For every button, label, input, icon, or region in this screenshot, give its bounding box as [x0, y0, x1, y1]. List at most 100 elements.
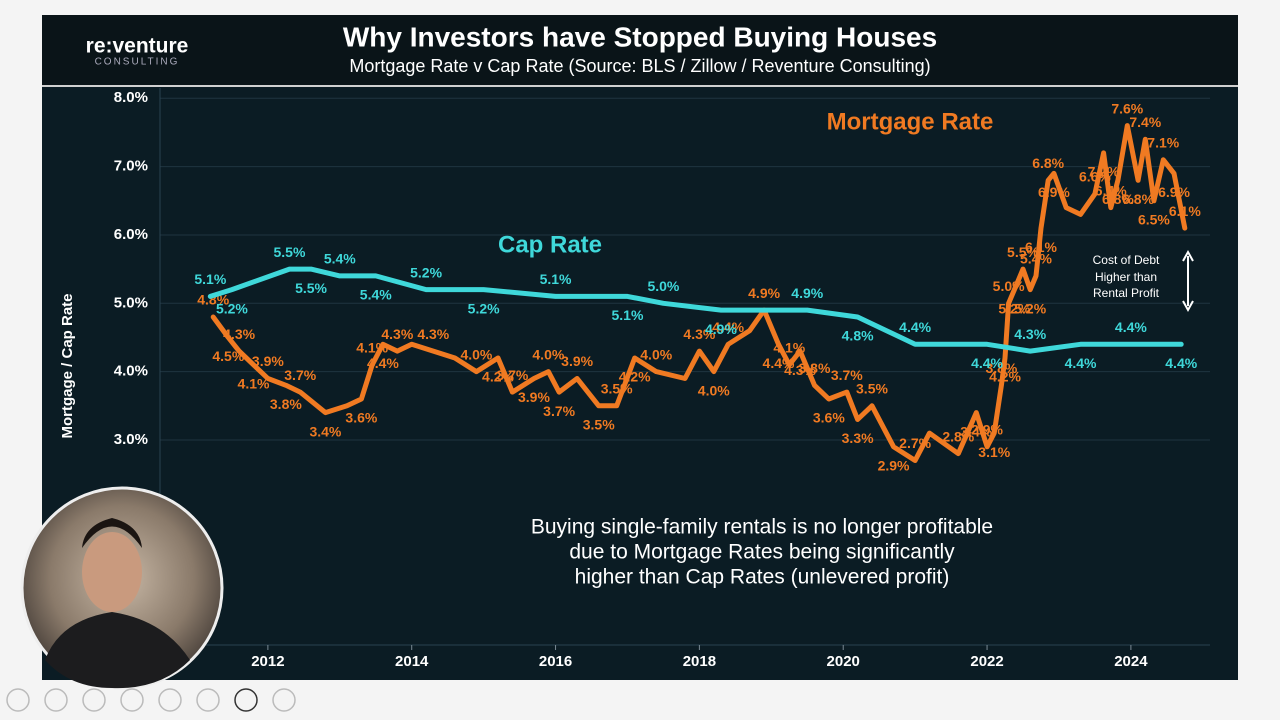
- x-tick-label: 2012: [251, 653, 284, 670]
- toolbar-subtitles[interactable]: [196, 688, 220, 712]
- data-label: 5.4%: [360, 287, 392, 303]
- data-label: 5.2%: [468, 300, 500, 316]
- slide-header: [42, 15, 1238, 85]
- series-name: Cap Rate: [498, 231, 602, 258]
- data-label: 4.0%: [640, 346, 672, 362]
- data-label: 4.1%: [773, 339, 805, 355]
- annotation-arrowheads: [1182, 249, 1194, 313]
- data-label: 4.4%: [712, 319, 744, 335]
- data-label: 6.8%: [1032, 155, 1064, 171]
- data-label: 3.9%: [561, 353, 593, 369]
- data-label: 3.9%: [518, 389, 550, 405]
- toolbar-zoom[interactable]: [158, 688, 182, 712]
- toolbar: [6, 688, 296, 712]
- footnote-line: due to Mortgage Rates being significantl…: [569, 541, 955, 564]
- data-label: 4.0%: [532, 346, 564, 362]
- footnote-line: Buying single-family rentals is no longe…: [531, 516, 993, 539]
- data-label: 4.2%: [989, 369, 1021, 385]
- data-label: 4.3%: [1014, 326, 1046, 342]
- data-label: 4.3%: [683, 326, 715, 342]
- data-label: 3.5%: [856, 381, 888, 397]
- data-label: 4.3%: [381, 326, 413, 342]
- data-label: 4.1%: [238, 375, 270, 391]
- data-label: 4.9%: [705, 321, 737, 337]
- data-label: 5.1%: [540, 271, 572, 287]
- data-label: 5.1%: [194, 271, 226, 287]
- series-name: Mortgage Rate: [827, 108, 994, 135]
- annotation-line: Cost of Debt: [1093, 253, 1160, 267]
- data-label: 4.0%: [460, 346, 492, 362]
- x-tick-label: 2018: [683, 653, 716, 670]
- data-label: 4.4%: [1165, 355, 1197, 371]
- data-label: 3.6%: [345, 410, 377, 426]
- annotation-line: Higher than: [1095, 270, 1157, 284]
- data-label: 4.3%: [417, 326, 449, 342]
- y-tick-label: 6.0%: [114, 226, 148, 243]
- data-label: 2.9%: [878, 458, 910, 474]
- data-label: 5.2%: [216, 300, 248, 316]
- data-label: 3.5%: [601, 381, 633, 397]
- data-label: 3.8%: [270, 396, 302, 412]
- data-label: 5.2%: [998, 300, 1030, 316]
- data-label: 6.6%: [1079, 169, 1111, 185]
- data-label: 3.6%: [813, 410, 845, 426]
- data-label: 7.2%: [1088, 164, 1120, 180]
- data-label: 4.8%: [842, 328, 874, 344]
- y-tick-label: 8.0%: [114, 89, 148, 106]
- data-label: 4.3%: [223, 326, 255, 342]
- data-label: 7.6%: [1111, 100, 1143, 116]
- chart-subtitle: Mortgage Rate v Cap Rate (Source: BLS / …: [349, 56, 930, 76]
- data-label: 4.4%: [1115, 319, 1147, 335]
- data-label: 4.9%: [748, 285, 780, 301]
- footnote-line: higher than Cap Rates (unlevered profit): [575, 566, 950, 589]
- data-label: 4.3%: [784, 362, 816, 378]
- toolbar-pen[interactable]: [82, 688, 106, 712]
- toolbar-camera[interactable]: [234, 688, 258, 712]
- data-label: 3.3%: [842, 430, 874, 446]
- data-label: 4.2%: [482, 369, 514, 385]
- data-label: 3.4%: [309, 423, 341, 439]
- data-label: 6.1%: [1169, 203, 1201, 219]
- toolbar-slides[interactable]: [120, 688, 144, 712]
- data-label: 3.9%: [252, 353, 284, 369]
- data-label: 3.7%: [284, 367, 316, 383]
- data-label: 5.0%: [993, 278, 1025, 294]
- data-label: 5.4%: [1020, 251, 1052, 267]
- toolbar-forward[interactable]: [44, 688, 68, 712]
- data-label: 3.7%: [831, 367, 863, 383]
- data-label: 7.4%: [1129, 114, 1161, 130]
- data-label: 3.1%: [978, 444, 1010, 460]
- webcam-shirt: [45, 612, 190, 689]
- data-label: 5.2%: [1014, 300, 1046, 316]
- x-tick-label: 2022: [970, 653, 1003, 670]
- x-tick-label: 2020: [827, 653, 860, 670]
- data-label: 5.5%: [295, 280, 327, 296]
- data-label: 4.4%: [1065, 355, 1097, 371]
- y-axis-label: Mortgage / Cap Rate: [59, 293, 76, 438]
- data-label: 6.8%: [1102, 191, 1134, 207]
- series-line: [210, 123, 1188, 463]
- data-label: 3.7%: [543, 403, 575, 419]
- data-label: 3.8%: [985, 360, 1017, 376]
- toolbar-more[interactable]: [272, 688, 296, 712]
- data-label: 6.9%: [1038, 184, 1070, 200]
- chart-title: Why Investors have Stopped Buying Houses: [343, 21, 937, 52]
- annotation: Cost of Debt Higher than Rental Profit: [1093, 249, 1194, 313]
- data-label: 4.4%: [763, 355, 795, 371]
- data-label: 4.4%: [971, 355, 1003, 371]
- data-label: 3.4%: [960, 423, 992, 439]
- logo: re:venture: [86, 35, 189, 58]
- x-tick-label: 2016: [539, 653, 572, 670]
- data-label: 6.5%: [1138, 211, 1170, 227]
- data-label: 4.9%: [791, 285, 823, 301]
- x-tick-label: 2024: [1114, 653, 1148, 670]
- data-label: 4.1%: [356, 339, 388, 355]
- y-tick-label: 4.0%: [114, 363, 148, 380]
- toolbar-back[interactable]: [6, 688, 30, 712]
- data-label: 4.4%: [899, 319, 931, 335]
- data-label: 6.9%: [1158, 184, 1190, 200]
- data-label: 4.0%: [698, 382, 730, 398]
- data-label: 5.1%: [612, 307, 644, 323]
